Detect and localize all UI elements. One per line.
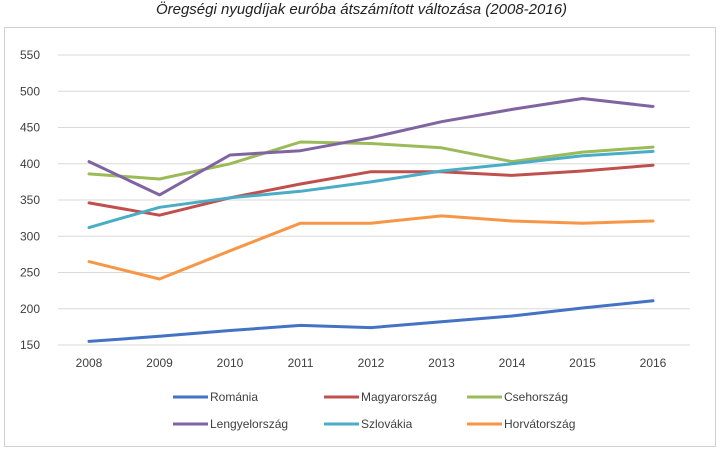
y-tick-label: 500	[20, 84, 40, 98]
legend-label: Csehország	[504, 390, 568, 404]
gridlines	[58, 54, 690, 346]
series-line-5	[87, 149, 655, 230]
x-tick-label: 2014	[499, 356, 526, 370]
series-line-2	[87, 163, 655, 217]
x-tick-label: 2008	[76, 356, 103, 370]
legend-label: Lengyelország	[210, 417, 288, 431]
legend-label: Magyarország	[361, 390, 437, 404]
x-tick-label: 2010	[217, 356, 244, 370]
x-tick-label: 2013	[428, 356, 455, 370]
legend-label: Románia	[210, 390, 258, 404]
legend: Románia Magyarország Csehország Lengyelorsz…	[173, 390, 575, 431]
y-tick-label: 550	[20, 48, 40, 62]
x-tick-label: 2016	[640, 356, 667, 370]
y-tick-label: 250	[20, 266, 40, 280]
legend-label: Horvátország	[504, 417, 575, 431]
y-tick-label: 350	[20, 193, 40, 207]
y-axis-ticks: 150 200 250 300 350 400 450 500 550	[20, 48, 40, 352]
series-line-3	[87, 140, 655, 181]
chart-frame	[4, 27, 716, 447]
series-line-4	[87, 97, 655, 197]
series-lines	[87, 97, 655, 343]
x-tick-label: 2012	[358, 356, 385, 370]
y-tick-label: 450	[20, 121, 40, 135]
x-tick-label: 2009	[146, 356, 173, 370]
y-tick-label: 300	[20, 229, 40, 243]
series-line-1	[87, 299, 655, 343]
x-tick-label: 2015	[569, 356, 596, 370]
x-axis-ticks: 2008 2009 2010 2011 2012 2013 2014 2015 2016	[76, 356, 667, 370]
y-tick-label: 150	[20, 338, 40, 352]
legend-label: Szlovákia	[361, 417, 413, 431]
series-line-6	[87, 214, 655, 281]
y-tick-label: 400	[20, 157, 40, 171]
x-tick-label: 2011	[288, 356, 314, 370]
chart-title: Öregségi nyugdíjak euróba átszámított vá…	[155, 1, 568, 18]
y-tick-label: 200	[20, 302, 40, 316]
